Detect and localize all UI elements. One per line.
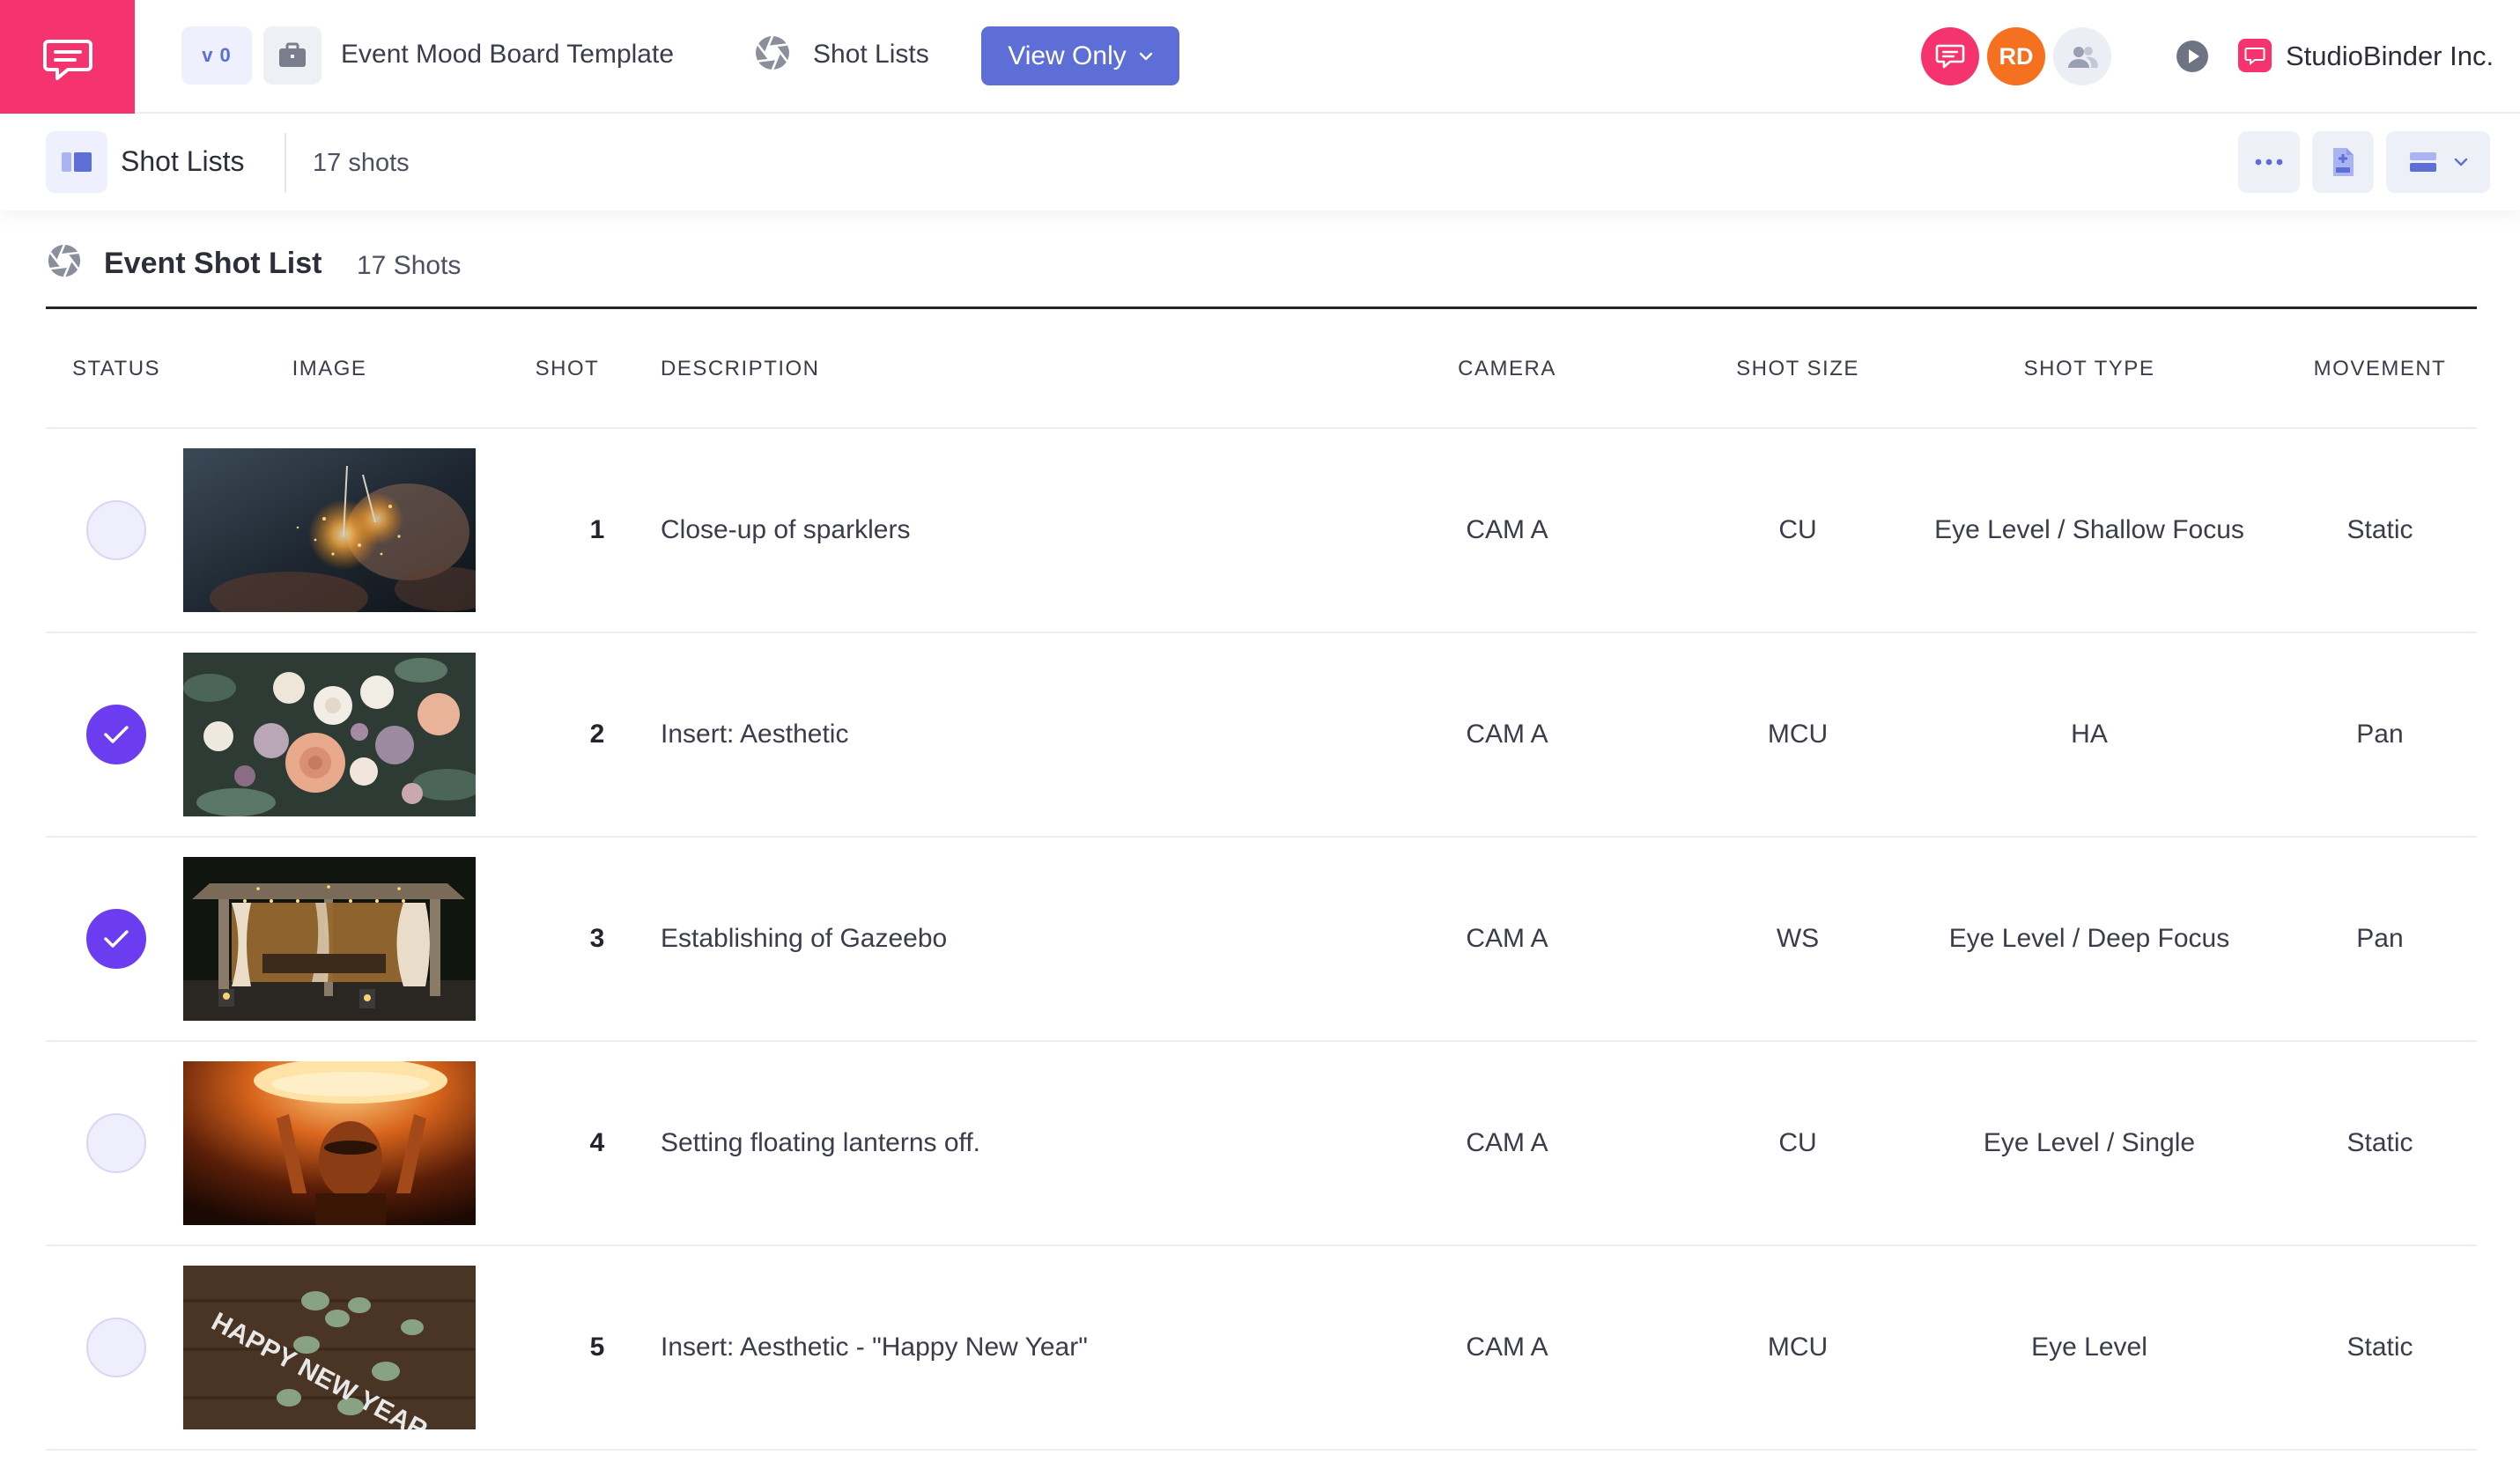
shot-size[interactable]: CU	[1778, 515, 1817, 544]
section-title: Shot Lists	[121, 145, 245, 177]
shot-description[interactable]: Insert: Aesthetic - "Happy New Year"	[661, 1333, 1088, 1362]
status-toggle[interactable]	[86, 1318, 146, 1377]
avatar-team[interactable]	[2053, 27, 2111, 85]
aperture-icon	[756, 35, 789, 70]
shot-movement[interactable]: Pan	[2356, 924, 2404, 953]
avatar-rd[interactable]: RD	[1987, 27, 2045, 85]
shot-type[interactable]: HA	[2071, 720, 2108, 749]
shot-size[interactable]: MCU	[1767, 720, 1829, 749]
more-dots-icon	[2255, 159, 2283, 166]
shot-size[interactable]: CU	[1778, 1128, 1817, 1157]
export-pdf-button[interactable]	[2312, 131, 2374, 193]
shot-list-title: Event Shot List	[104, 247, 322, 280]
view-mode-label: View Only	[1008, 41, 1127, 70]
checkmark-icon	[104, 726, 129, 743]
column-header-status: STATUS	[71, 357, 161, 380]
shot-camera[interactable]: CAM A	[1466, 1333, 1548, 1362]
chevron-down-icon	[2454, 158, 2468, 166]
nav-shot-lists[interactable]: Shot Lists	[813, 40, 929, 69]
shot-movement[interactable]: Static	[2346, 1128, 2413, 1157]
status-toggle-checked[interactable]	[86, 909, 146, 969]
shot-size[interactable]: MCU	[1767, 1333, 1829, 1362]
shot-number: 2	[589, 720, 605, 749]
status-toggle[interactable]	[86, 500, 146, 560]
chevron-down-icon	[1139, 52, 1152, 60]
shot-description[interactable]: Close-up of sparklers	[661, 515, 911, 544]
shot-type[interactable]: Eye Level / Deep Focus	[1948, 924, 2230, 953]
app-logo[interactable]	[0, 0, 135, 114]
checkmark-icon	[104, 930, 129, 948]
shot-size[interactable]: WS	[1776, 924, 1820, 953]
shot-camera[interactable]: CAM A	[1466, 924, 1548, 953]
shot-number: 5	[589, 1333, 605, 1362]
avatar-chat[interactable]	[1921, 27, 1979, 85]
column-header-shot-size: SHOT SIZE	[1736, 357, 1859, 380]
shot-camera[interactable]: CAM A	[1466, 515, 1548, 544]
divider	[285, 133, 286, 193]
layout-rows-icon	[2410, 152, 2436, 172]
column-header-movement: MOVEMENT	[2313, 357, 2447, 380]
pdf-icon	[2333, 148, 2354, 176]
divider	[46, 306, 2477, 309]
chat-logo-icon	[42, 39, 92, 80]
table-row[interactable]: 4 Setting floating lanterns off. CAM A C…	[46, 1042, 2477, 1246]
table-row[interactable]: 1 Close-up of sparklers CAM A CU Eye Lev…	[46, 429, 2477, 633]
shot-number: 1	[589, 515, 605, 544]
status-toggle-checked[interactable]	[86, 705, 146, 764]
shot-number: 3	[589, 924, 605, 953]
chat-icon	[1935, 44, 1965, 69]
column-header-shot: SHOT	[535, 357, 600, 380]
company-logo	[2238, 39, 2272, 72]
table-row[interactable]: HAPPY NEW YEAR 5 Insert: Aesthetic - "Ha…	[46, 1246, 2477, 1451]
shot-thumbnail-lantern[interactable]	[183, 1061, 476, 1225]
top-header: v 0 Event Mood Board Template Shot Lists…	[0, 0, 2520, 114]
company-name[interactable]: StudioBinder Inc.	[2286, 41, 2494, 71]
shot-movement[interactable]: Pan	[2356, 720, 2404, 749]
shot-thumbnail-bouquet[interactable]	[183, 653, 476, 816]
divider	[46, 427, 2477, 429]
shot-thumbnail-gazebo[interactable]	[183, 857, 476, 1021]
users-icon	[2068, 47, 2098, 68]
table-row[interactable]: 3 Establishing of Gazeebo CAM A WS Eye L…	[46, 838, 2477, 1042]
shot-number: 4	[589, 1128, 605, 1157]
aperture-icon	[48, 244, 81, 277]
shot-type[interactable]: Eye Level / Single	[1983, 1128, 2196, 1157]
chat-logo-icon	[2244, 48, 2265, 65]
shot-description[interactable]: Setting floating lanterns off.	[661, 1128, 981, 1157]
column-header-camera: CAMERA	[1458, 357, 1556, 380]
version-badge[interactable]: v 0	[181, 26, 252, 85]
shot-description[interactable]: Establishing of Gazeebo	[661, 924, 948, 953]
project-briefcase-icon[interactable]	[263, 26, 321, 85]
play-icon[interactable]	[2176, 40, 2209, 73]
shot-thumbnail-sparklers[interactable]	[183, 448, 476, 612]
sub-header: Shot Lists 17 shots	[0, 115, 2520, 210]
layout-view-dropdown[interactable]	[2386, 131, 2490, 193]
shot-count: 17 shots	[313, 149, 410, 177]
shot-movement[interactable]: Static	[2346, 1333, 2413, 1362]
shot-camera[interactable]: CAM A	[1466, 720, 1548, 749]
column-header-shot-type: SHOT TYPE	[2023, 357, 2155, 380]
sidebar-toggle-icon[interactable]	[46, 131, 107, 193]
shot-description[interactable]: Insert: Aesthetic	[661, 720, 849, 749]
shot-thumbnail-happy-new-year[interactable]: HAPPY NEW YEAR	[183, 1266, 476, 1429]
shot-type[interactable]: Eye Level	[2031, 1333, 2147, 1362]
shot-type[interactable]: Eye Level / Shallow Focus	[1934, 515, 2244, 544]
project-title[interactable]: Event Mood Board Template	[341, 40, 675, 69]
column-header-description: DESCRIPTION	[661, 357, 820, 380]
view-mode-dropdown[interactable]: View Only	[981, 26, 1179, 85]
more-options-button[interactable]	[2238, 131, 2300, 193]
shot-list-count: 17 Shots	[357, 251, 462, 280]
shot-camera[interactable]: CAM A	[1466, 1128, 1548, 1157]
shot-movement[interactable]: Static	[2346, 515, 2413, 544]
table-row[interactable]: 2 Insert: Aesthetic CAM A MCU HA Pan	[46, 633, 2477, 838]
status-toggle[interactable]	[86, 1113, 146, 1173]
column-header-image: IMAGE	[292, 357, 367, 380]
